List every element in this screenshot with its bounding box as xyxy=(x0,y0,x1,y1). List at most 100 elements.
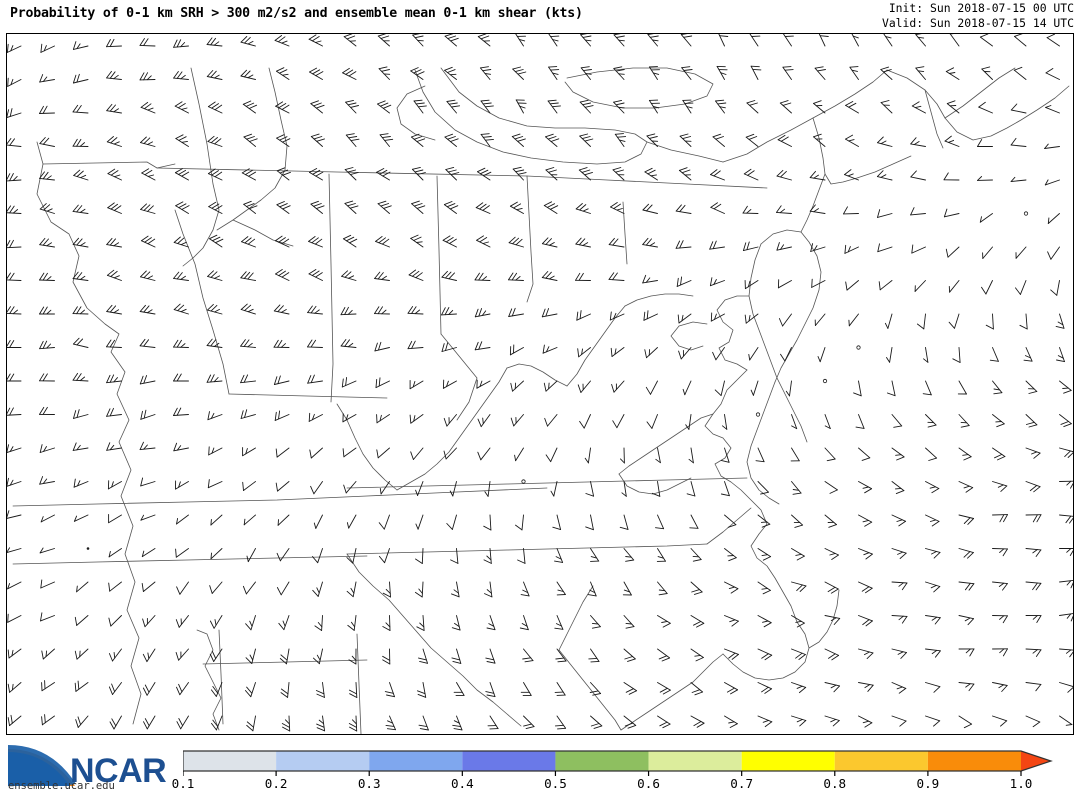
wind-barb-half xyxy=(76,585,78,593)
wind-barb-full xyxy=(1067,452,1073,458)
wind-barb-shaft xyxy=(945,71,960,80)
wind-barb-shaft xyxy=(657,548,666,562)
wind-barb-shaft xyxy=(377,447,390,459)
wind-barb-full xyxy=(1032,721,1041,728)
wind-barb-half xyxy=(516,207,523,211)
colorbar-segment xyxy=(648,751,742,771)
wind-barb-full xyxy=(206,70,214,77)
wind-barb-half xyxy=(963,485,970,489)
wind-barb-full xyxy=(1060,421,1069,425)
wind-barb-full xyxy=(749,102,758,106)
wind-barb-half xyxy=(880,140,887,145)
wind-barb-full xyxy=(578,272,584,281)
wind-barb-shaft xyxy=(442,380,457,389)
wind-barb-shaft xyxy=(578,347,591,358)
wind-barb-half xyxy=(728,721,735,724)
wind-barb-full xyxy=(714,389,722,397)
wind-barb-full xyxy=(1010,137,1017,146)
wind-barb-full xyxy=(110,203,119,210)
wind-barb-full xyxy=(968,683,975,692)
wind-barb-half xyxy=(385,622,391,628)
wind-barb-shaft xyxy=(176,514,189,525)
wind-barb-full xyxy=(445,237,454,243)
wind-barb-full xyxy=(843,206,848,215)
wind-barb-shaft xyxy=(487,481,491,497)
wind-barb-full xyxy=(613,203,621,210)
wind-barb-full xyxy=(178,683,183,693)
wind-barb-full xyxy=(969,648,975,657)
wind-barb-shaft xyxy=(1013,69,1027,80)
wind-barb-shaft xyxy=(752,380,759,396)
wind-barb-shaft xyxy=(824,581,839,590)
wind-barb-shaft xyxy=(724,715,738,725)
wind-barb-full xyxy=(613,66,623,69)
wind-barb-half xyxy=(720,72,727,75)
wind-barb-full xyxy=(615,35,625,38)
wind-barb-shaft xyxy=(958,682,975,685)
wind-barb-shaft xyxy=(676,280,692,287)
wind-barb-full xyxy=(7,306,11,313)
wind-barb-full xyxy=(710,169,718,176)
map-panel[interactable] xyxy=(6,33,1074,735)
wind-barb-full xyxy=(478,341,483,350)
wind-barb-full xyxy=(40,43,43,53)
wind-barb-shaft xyxy=(213,615,223,629)
wind-barb-full xyxy=(378,66,388,70)
wind-barb-full xyxy=(7,173,11,181)
wind-barb-full xyxy=(443,417,448,427)
wind-barb-full xyxy=(240,36,248,43)
wind-barb-full xyxy=(658,593,668,596)
wind-barb-half xyxy=(548,242,555,246)
wind-barb-full xyxy=(1028,390,1038,394)
wind-barb-half xyxy=(824,425,831,429)
wind-barb-full xyxy=(377,34,387,37)
wind-barb-full xyxy=(207,411,210,421)
wind-barb-shaft xyxy=(958,380,967,395)
wind-barb-half xyxy=(728,586,736,590)
wind-barb-shaft xyxy=(958,581,975,585)
wind-barb-shaft xyxy=(749,34,759,47)
wind-barb-full xyxy=(587,594,597,597)
wind-barb-shaft xyxy=(1025,380,1038,392)
wind-barb-shaft xyxy=(718,34,725,47)
wind-barb-full xyxy=(7,272,11,280)
wind-barb-half xyxy=(614,348,617,355)
wind-barb-full xyxy=(713,170,721,177)
wind-barb-full xyxy=(612,167,622,171)
wind-barb-full xyxy=(7,613,9,623)
wind-barb-full xyxy=(175,201,184,207)
wind-barb-full xyxy=(173,271,180,279)
wind-barb-full xyxy=(76,409,80,418)
wind-barb-full xyxy=(412,34,420,36)
wind-barb-full xyxy=(141,583,144,592)
wind-barb-half xyxy=(998,582,1005,587)
wind-barb-shaft xyxy=(809,210,826,214)
wind-barb-half xyxy=(962,454,969,456)
wind-barb-half xyxy=(652,105,660,109)
wind-barb-full xyxy=(833,685,841,693)
wind-barb-full xyxy=(746,241,750,251)
wind-barb-full xyxy=(899,552,907,559)
wind-barb-shaft xyxy=(210,514,223,526)
ncar-logo[interactable]: NCAR xyxy=(4,740,174,796)
wind-barb-half xyxy=(896,686,903,690)
colorbar-segment xyxy=(834,751,928,771)
wind-barb-full xyxy=(624,656,634,660)
wind-barb-full xyxy=(994,453,1003,459)
wind-barb-shaft xyxy=(317,548,323,564)
wind-barb-shaft xyxy=(844,246,859,254)
wind-barb-full xyxy=(381,238,390,245)
wind-barb-full xyxy=(662,689,671,695)
wind-barb-full xyxy=(799,720,807,727)
wind-barb-full xyxy=(662,723,671,729)
colorbar[interactable]: 0.1 0.2 0.3 0.4 0.5 0.6 0.7 0.8 0.9 1.0 xyxy=(172,750,1075,800)
wind-barb-half xyxy=(12,175,18,181)
wind-barb-full xyxy=(278,622,285,631)
wind-barb-half xyxy=(515,276,521,281)
wind-barb-full xyxy=(831,654,840,661)
wind-barb-full xyxy=(866,652,874,660)
wind-barb-full xyxy=(1002,548,1008,557)
wind-barb-shaft xyxy=(791,581,807,587)
wind-barb-full xyxy=(316,723,325,728)
wind-barb-full xyxy=(315,690,325,695)
